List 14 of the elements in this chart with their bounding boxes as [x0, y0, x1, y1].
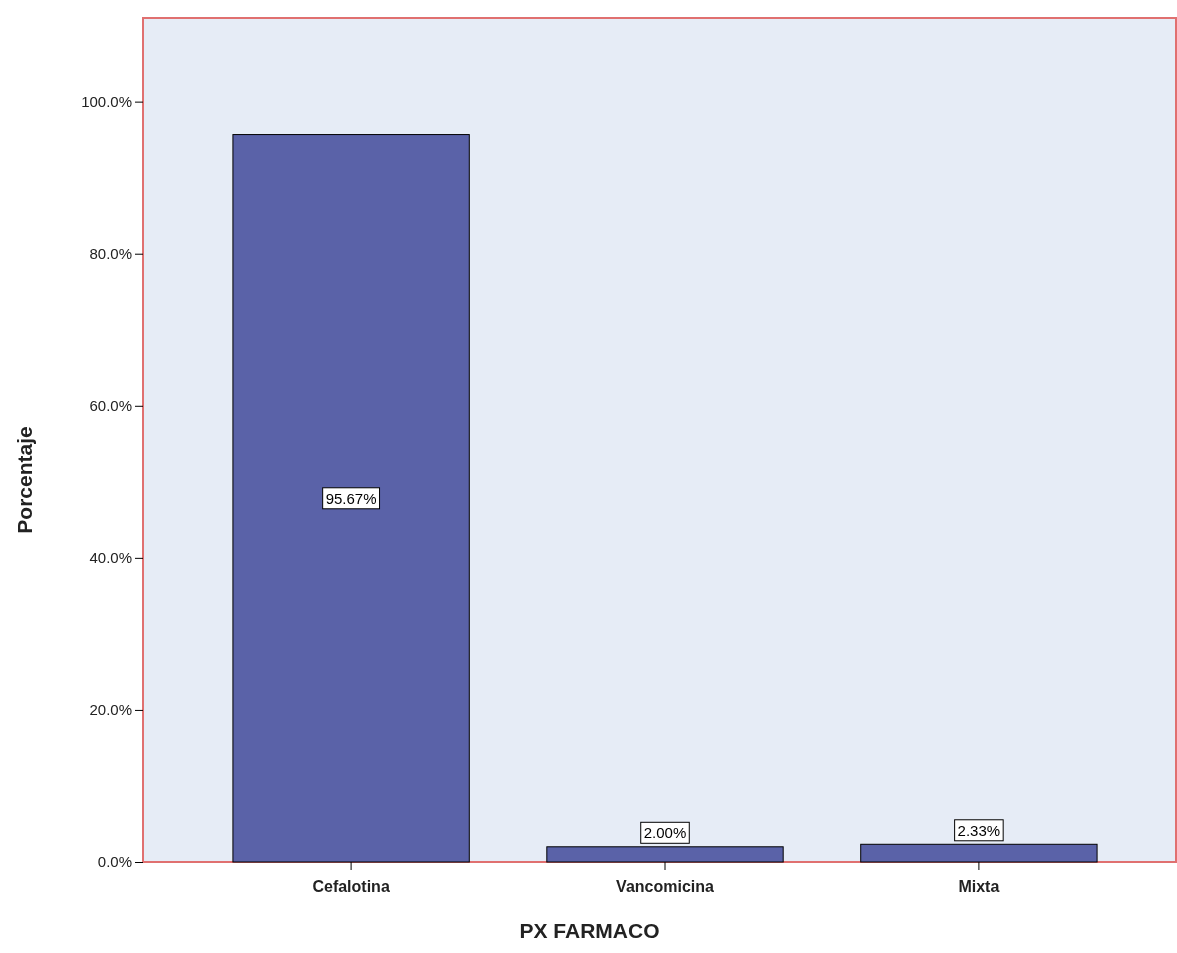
- data-label: 95.67%: [325, 489, 377, 507]
- y-tick-label: 100.0%: [81, 92, 132, 110]
- data-label: 2.33%: [957, 821, 1001, 839]
- x-axis-title: PX FARMACO: [519, 919, 660, 942]
- x-tick-label: Cefalotina: [312, 878, 390, 896]
- y-tick-label: 20.0%: [89, 701, 132, 719]
- y-tick-label: 80.0%: [89, 245, 132, 263]
- y-tick-label: 0.0%: [97, 853, 132, 871]
- data-label: 2.00%: [643, 824, 687, 842]
- x-tick-label: Vancomicina: [616, 878, 715, 896]
- x-tick-label: Mixta: [958, 878, 1000, 896]
- y-axis-title: Porcentaje: [13, 426, 36, 534]
- y-tick-label: 60.0%: [89, 397, 132, 415]
- y-tick-label: 40.0%: [89, 549, 132, 567]
